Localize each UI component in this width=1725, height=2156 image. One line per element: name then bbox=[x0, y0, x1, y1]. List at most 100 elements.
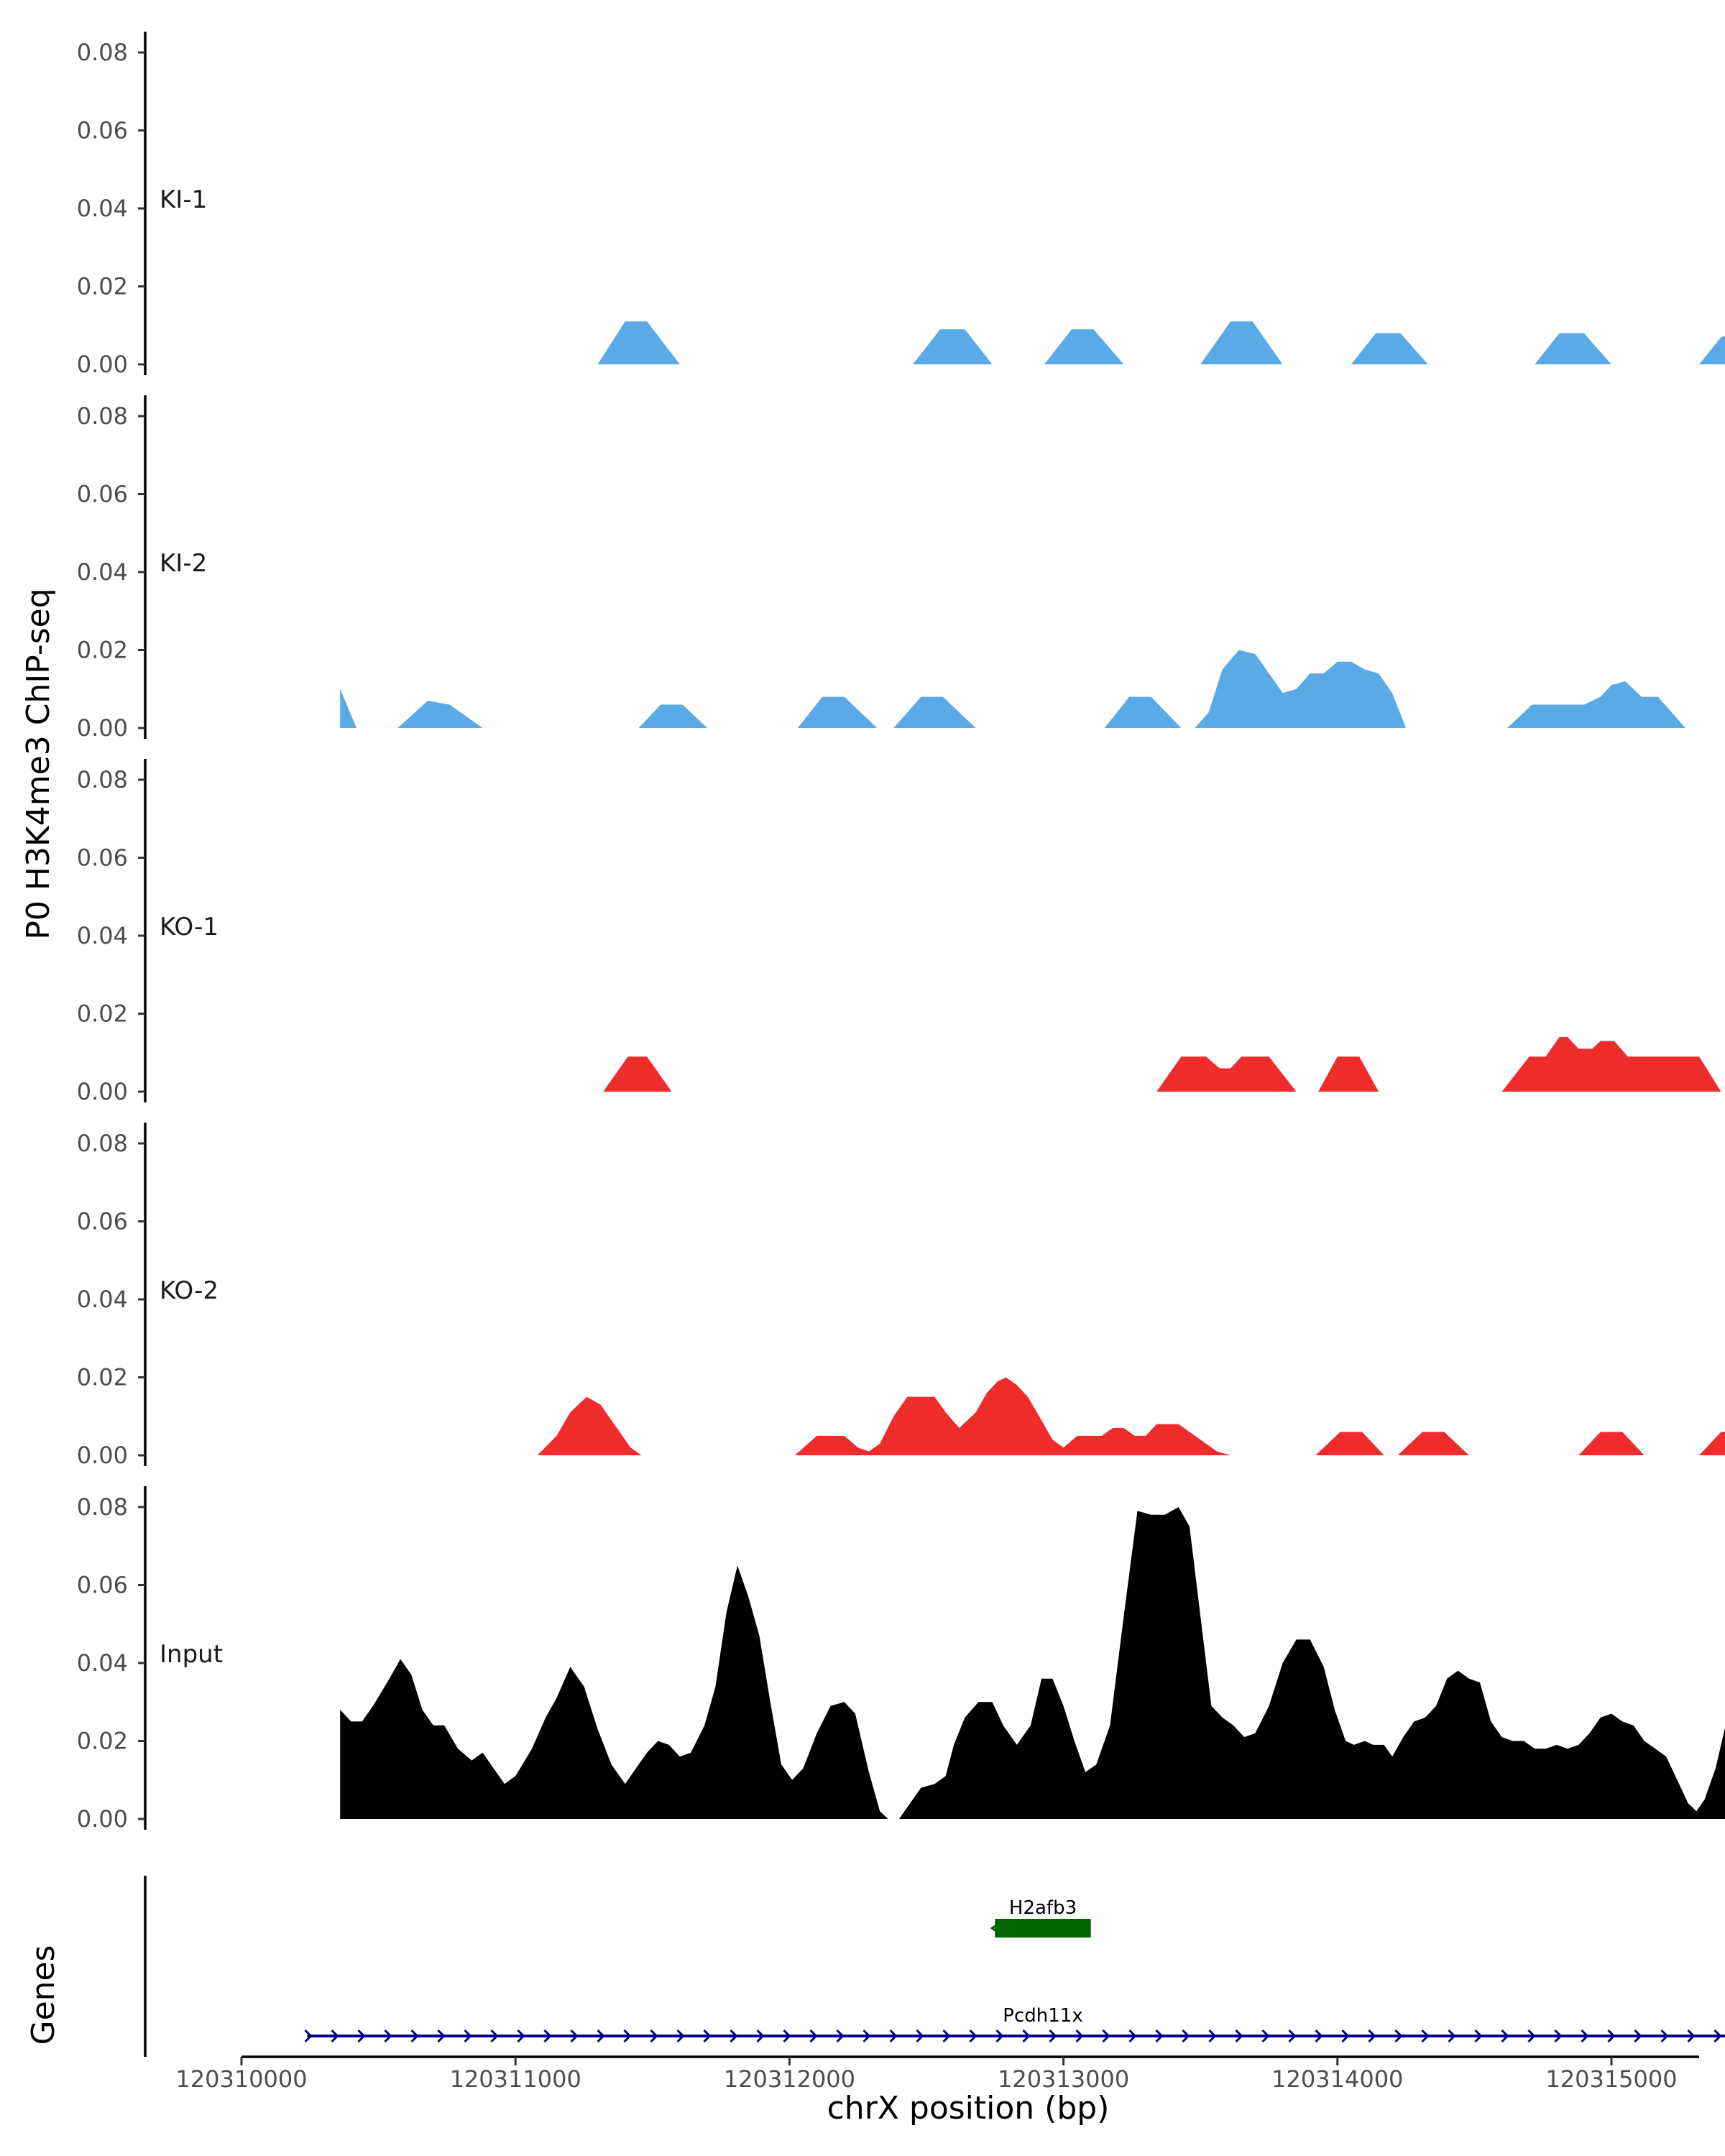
x-tick-label: 120311000 bbox=[450, 2065, 581, 2093]
x-axis-title: chrX position (bp) bbox=[827, 2090, 1110, 2127]
gene-label-h2afb3: H2afb3 bbox=[1009, 1897, 1077, 1919]
y-tick-label: 0.02 bbox=[77, 1364, 128, 1391]
gene-strand-arrow bbox=[1394, 2029, 1403, 2043]
x-tick-label: 120312000 bbox=[724, 2065, 855, 2093]
y-tick-label: 0.08 bbox=[77, 1130, 128, 1157]
gene-strand-arrow bbox=[783, 2029, 791, 2043]
gene-strand-arrow bbox=[1607, 2029, 1616, 2043]
gene-strand-arrow bbox=[809, 2029, 818, 2043]
y-tick-label: 0.08 bbox=[77, 1493, 128, 1521]
y-tick-label: 0.04 bbox=[77, 195, 128, 222]
gene-strand-arrow bbox=[410, 2029, 419, 2043]
coverage-area-ko-1 bbox=[603, 1037, 1721, 1092]
gene-strand-arrow bbox=[543, 2029, 552, 2043]
plot-area: 0.00 0.02 0.04 0.06 0.08 KI-1 0.00 0.02 0.04 0.06… bbox=[77, 32, 1725, 2093]
gene-strand-arrow bbox=[650, 2029, 658, 2043]
gene-strand-arrow bbox=[490, 2029, 499, 2043]
track-label-input: Input bbox=[160, 1640, 223, 1669]
gene-strand-arrow bbox=[1182, 2029, 1190, 2043]
gene-strand-arrow bbox=[1660, 2029, 1669, 2043]
y-tick-label: 0.06 bbox=[77, 481, 128, 508]
y-tick-label: 0.06 bbox=[77, 117, 128, 144]
gene-strand-arrow bbox=[1075, 2029, 1084, 2043]
gene-strand-arrow bbox=[756, 2029, 765, 2043]
gene-strand-arrow bbox=[357, 2029, 366, 2043]
gene-strand-arrow bbox=[703, 2029, 712, 2043]
gene-strand-arrow bbox=[1527, 2029, 1536, 2043]
y-tick-label: 0.00 bbox=[77, 1442, 128, 1469]
gene-strand-arrow bbox=[676, 2029, 685, 2043]
gene-body-h2afb3 bbox=[995, 1919, 1091, 1938]
gene-strand-arrow bbox=[597, 2029, 605, 2043]
y-tick-label: 0.02 bbox=[77, 1728, 128, 1755]
gene-strand-arrow bbox=[464, 2029, 472, 2043]
gene-strand-arrow bbox=[1261, 2029, 1270, 2043]
gene-strand-arrow bbox=[304, 2029, 313, 2043]
y-tick-label: 0.04 bbox=[77, 558, 128, 586]
coverage-area-input bbox=[340, 1507, 1725, 1819]
gene-strand-arrow bbox=[730, 2029, 738, 2043]
gene-strand-arrow bbox=[1554, 2029, 1563, 2043]
x-tick-label: 120315000 bbox=[1545, 2065, 1677, 2093]
y-tick-label: 0.08 bbox=[77, 402, 128, 430]
gene-strand-arrow bbox=[1581, 2029, 1589, 2043]
y-tick-label: 0.00 bbox=[77, 714, 128, 742]
gene-strand-arrow bbox=[517, 2029, 525, 2043]
gene-strand-arrow bbox=[1687, 2029, 1696, 2043]
track-label-ki-2: KI-2 bbox=[160, 549, 207, 578]
gene-strand-arrow bbox=[384, 2029, 392, 2043]
gene-strand-arrow bbox=[1634, 2029, 1642, 2043]
y-tick-label: 0.04 bbox=[77, 1286, 128, 1313]
y-axis-title: P0 H3K4me3 ChIP-seq bbox=[20, 588, 57, 939]
gene-strand-arrow bbox=[1022, 2029, 1031, 2043]
gene-strand-arrow bbox=[1049, 2029, 1057, 2043]
gene-strand-arrow bbox=[1235, 2029, 1243, 2043]
gene-strand-arrow bbox=[1128, 2029, 1137, 2043]
genes-axis-title: Genes bbox=[25, 1945, 62, 2045]
gene-strand-arrow bbox=[1421, 2029, 1430, 2043]
gene-strand-arrow bbox=[889, 2029, 898, 2043]
gene-strand-arrow bbox=[995, 2029, 1004, 2043]
gene-strand-arrow bbox=[1368, 2029, 1376, 2043]
track-label-ko-2: KO-2 bbox=[160, 1276, 218, 1305]
coverage-area-ki-2 bbox=[340, 650, 1725, 728]
gene-strand-arrow bbox=[969, 2029, 978, 2043]
track-label-ki-1: KI-1 bbox=[160, 185, 207, 214]
y-tick-label: 0.06 bbox=[77, 1572, 128, 1599]
gene-strand-arrow bbox=[1288, 2029, 1297, 2043]
gene-strand-arrow bbox=[1155, 2029, 1164, 2043]
y-tick-label: 0.06 bbox=[77, 1208, 128, 1235]
gene-strand-arrow bbox=[1102, 2029, 1110, 2043]
gene-strand-arrow bbox=[331, 2029, 339, 2043]
gene-strand-arrow bbox=[1714, 2029, 1722, 2043]
gene-strand-arrow bbox=[836, 2029, 845, 2043]
gene-strand-arrow bbox=[623, 2029, 632, 2043]
gene-strand-arrow bbox=[1208, 2029, 1217, 2043]
y-tick-label: 0.08 bbox=[77, 766, 128, 793]
gene-strand-arrow bbox=[942, 2029, 951, 2043]
gene-strand-arrow bbox=[1474, 2029, 1483, 2043]
gene-strand-arrow bbox=[862, 2029, 871, 2043]
y-tick-label: 0.02 bbox=[77, 1000, 128, 1028]
x-tick-label: 120310000 bbox=[175, 2065, 307, 2093]
coverage-area-ki-1 bbox=[597, 321, 1725, 364]
coverage-area-ko-2 bbox=[537, 1377, 1725, 1455]
gene-strand-arrow bbox=[570, 2029, 579, 2043]
track-label-ko-1: KO-1 bbox=[160, 913, 218, 941]
gene-strand-arrow bbox=[916, 2029, 924, 2043]
y-tick-label: 0.04 bbox=[77, 1649, 128, 1677]
gene-label-pcdh11x: Pcdh11x bbox=[1003, 2005, 1082, 2027]
gene-strand-arrow bbox=[1315, 2029, 1323, 2043]
gene-strand-arrow bbox=[437, 2029, 446, 2043]
x-tick-label: 120313000 bbox=[998, 2065, 1129, 2093]
y-tick-label: 0.00 bbox=[77, 351, 128, 378]
y-tick-label: 0.00 bbox=[77, 1078, 128, 1105]
gene-strand-arrow bbox=[1448, 2029, 1456, 2043]
y-tick-label: 0.06 bbox=[77, 844, 128, 872]
y-tick-label: 0.02 bbox=[77, 637, 128, 664]
y-tick-label: 0.08 bbox=[77, 39, 128, 66]
y-tick-label: 0.04 bbox=[77, 922, 128, 949]
gene-strand-arrow bbox=[990, 1922, 1000, 1935]
y-tick-label: 0.00 bbox=[77, 1805, 128, 1833]
